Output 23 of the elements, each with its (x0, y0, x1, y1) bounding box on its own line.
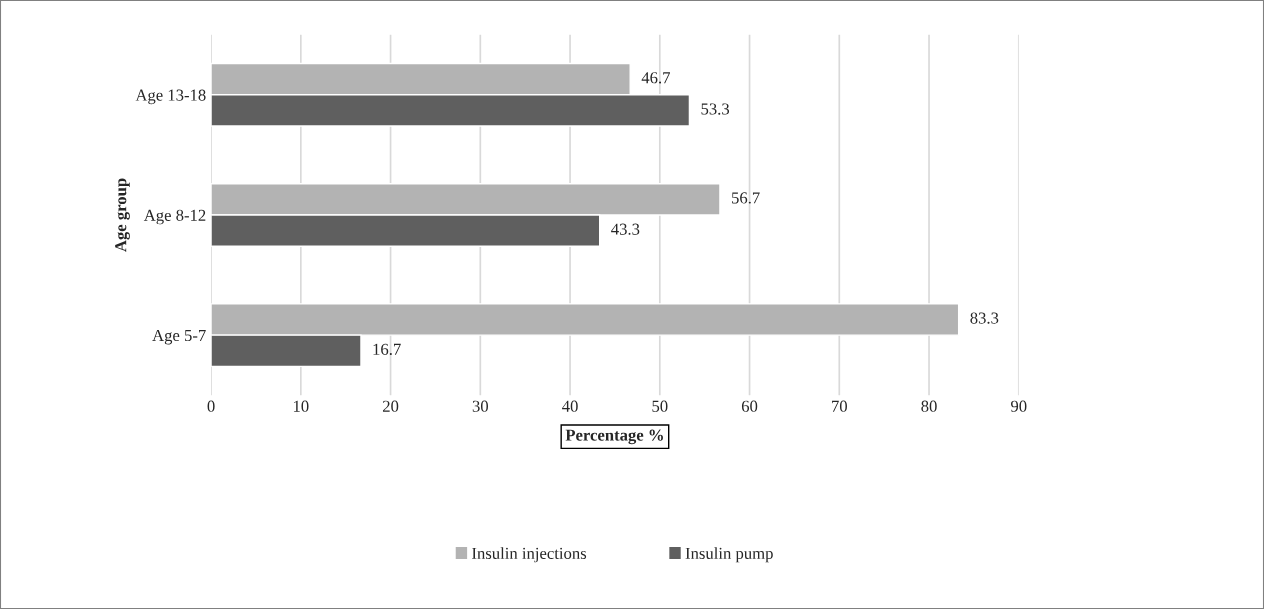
y-tick-label: Age 13-18 (135, 89, 206, 105)
y-tick-label: Age 5-7 (152, 329, 206, 345)
x-tick-label: 40 (562, 400, 578, 412)
data-label: 46.7 (641, 72, 670, 84)
data-label: 83.3 (970, 312, 999, 324)
x-tick-label: 20 (382, 400, 399, 412)
legend-label: Insulin injections (472, 547, 587, 563)
x-tick-label: 50 (652, 400, 668, 412)
data-label: 53.3 (701, 103, 730, 115)
data-label: 56.7 (732, 192, 760, 204)
x-tick-label: 70 (832, 400, 847, 412)
legend-label: Insulin pump (685, 547, 773, 563)
x-tick-label: 80 (921, 400, 937, 412)
x-tick-label: 60 (741, 400, 758, 412)
x-tick-label: 30 (472, 400, 489, 412)
x-axis-title: Percentage % (565, 429, 663, 445)
data-label: 43.3 (611, 223, 640, 235)
x-tick-label: 0 (207, 400, 215, 412)
y-axis-title: Age group (115, 178, 130, 252)
x-tick-label: 10 (293, 400, 309, 412)
data-label: 16.7 (373, 343, 401, 356)
y-tick-label: Age 8-12 (143, 209, 206, 225)
x-tick-label: 90 (1010, 400, 1027, 412)
